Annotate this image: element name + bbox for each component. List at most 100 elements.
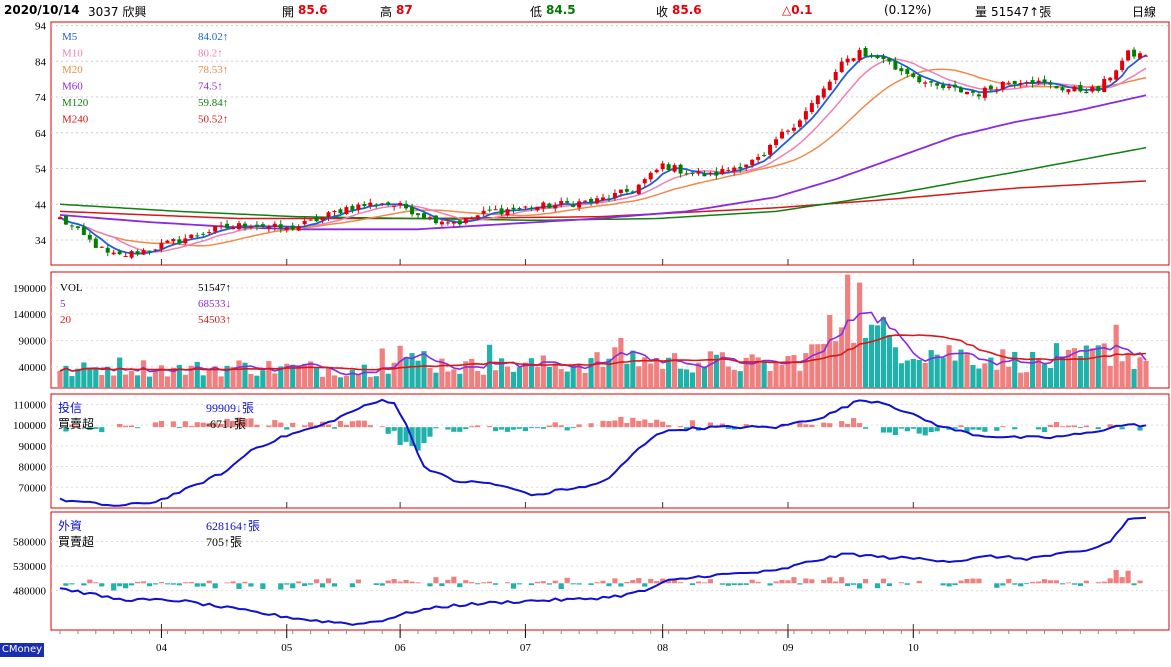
volume-bar	[660, 368, 666, 388]
volume-y-tick: 190000	[13, 283, 47, 295]
volume-bar	[134, 375, 141, 388]
foreign-net-bar	[206, 580, 212, 584]
foreign-net-bar	[445, 579, 451, 584]
volume-bar	[403, 356, 409, 388]
foreign-net-bar	[1083, 580, 1089, 584]
trust-net-bar	[87, 427, 93, 430]
trust-net-bar	[391, 427, 397, 431]
foreign-net-bar	[845, 583, 851, 586]
trust-net-bar	[564, 427, 570, 431]
volume-bar	[427, 368, 433, 388]
trust-net-bar	[725, 427, 731, 429]
close-value: 85.6	[672, 3, 702, 17]
foreign-net-bar	[81, 583, 87, 586]
volume-bar	[666, 357, 672, 388]
candle-body	[1060, 87, 1065, 91]
change-value: △0.1	[782, 3, 813, 17]
volume-bar	[845, 274, 851, 388]
candle-body	[565, 201, 570, 203]
panel-frame-1	[50, 21, 1170, 266]
volume-bar	[105, 366, 111, 388]
volume-bar	[606, 358, 612, 388]
candle-body	[791, 127, 796, 131]
candle-body	[350, 205, 355, 211]
trust-net-bar	[886, 427, 893, 433]
low-value: 84.5	[546, 3, 576, 17]
volume-bar	[940, 357, 946, 388]
volume-bar	[182, 374, 188, 388]
foreign-net-bar	[504, 582, 511, 584]
volume-legend-value: 51547↑	[198, 282, 231, 294]
candle-body	[183, 238, 188, 244]
ma120-line	[59, 146, 1147, 222]
trust-net-bar	[1071, 425, 1077, 428]
candle-body	[1114, 70, 1119, 80]
volume-bar	[719, 352, 725, 388]
foreign-net-bar	[487, 581, 493, 584]
candle-body	[988, 85, 993, 90]
trust-holding-line	[59, 398, 1147, 507]
volume-legend-value: 54503↑	[198, 314, 231, 326]
candle-body	[809, 103, 814, 113]
trust-net-bar	[242, 418, 248, 428]
trust-net-bar	[308, 422, 314, 428]
candle-body	[684, 173, 689, 175]
trust-net-bar	[1053, 422, 1060, 428]
volume-bar	[290, 364, 296, 388]
foreign-net-bar	[660, 578, 666, 584]
volume-bar	[75, 368, 81, 388]
foreign-net-bar	[176, 583, 182, 586]
volume-bar	[481, 374, 487, 388]
trust-net-bar	[689, 420, 696, 428]
foreign-net-bar	[1035, 581, 1042, 584]
foreign-net-bar	[248, 583, 254, 587]
volume-bar	[504, 366, 511, 388]
volume-bar	[731, 369, 737, 388]
candle-body	[284, 227, 289, 231]
candle-body	[1048, 83, 1053, 85]
stock-name: 3037 欣興	[88, 5, 147, 19]
trust-net-bar	[916, 427, 922, 434]
candle-body	[648, 172, 653, 180]
open-label: 開	[282, 5, 295, 19]
foreign-net-bar	[355, 579, 361, 584]
foreign-net-bar	[576, 583, 582, 585]
volume-bar	[856, 282, 863, 388]
candle-body	[821, 88, 826, 98]
volume-bar	[815, 344, 821, 388]
trust-net-bar	[1012, 427, 1018, 430]
foreign-net-bar	[839, 577, 845, 584]
price-y-tick: 94	[35, 21, 47, 33]
volume-bar	[892, 347, 898, 388]
volume-bar	[1143, 360, 1149, 388]
candle-body	[953, 84, 958, 88]
foreign-net-bar	[1006, 578, 1012, 584]
candle-body	[404, 203, 409, 209]
ma20-line	[59, 68, 1147, 247]
trust-y-tick: 70000	[19, 482, 47, 494]
trust-net-bar	[325, 424, 332, 428]
foreign-net-bar	[701, 582, 708, 584]
foreign-net-bar	[558, 583, 564, 590]
trust-net-bar	[469, 426, 475, 428]
candle-body	[374, 204, 379, 206]
candle-body	[69, 225, 74, 227]
legend-m5-value: 84.02↑	[198, 31, 228, 43]
candle-body	[976, 94, 981, 97]
volume-bar	[1107, 365, 1113, 388]
volume-legend-label: 20	[60, 314, 72, 326]
candle-body	[421, 213, 426, 219]
candle-body	[416, 213, 421, 216]
volume-bar	[57, 370, 63, 388]
trust-holding-value: 99909↓張	[206, 401, 254, 415]
foreign-net-bar	[624, 581, 630, 584]
volume-bar	[683, 369, 690, 388]
period-label[interactable]: 日線	[1132, 5, 1157, 19]
candle-body	[583, 200, 588, 202]
trust-net-bar	[809, 424, 815, 428]
foreign-net-bar	[946, 583, 952, 587]
foreign-net-bar	[224, 582, 230, 584]
volume-bar	[272, 373, 278, 388]
candle-body	[207, 232, 212, 234]
